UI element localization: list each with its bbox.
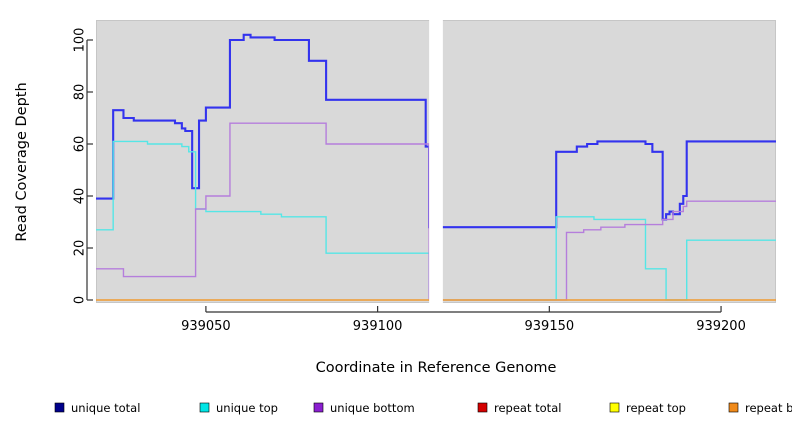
y-tick-label: 80 [73, 84, 88, 101]
legend-label-unique-bottom: unique bottom [330, 401, 415, 415]
series-group [96, 33, 776, 301]
legend-swatch-repeat-bottom [728, 402, 739, 413]
x-tick-label: 939100 [353, 319, 403, 334]
legend-swatch-repeat-total [477, 402, 488, 413]
y-axis-title: Read Coverage Depth [14, 82, 30, 241]
x-tick-label: 939150 [525, 319, 575, 334]
legend-label-repeat-top: repeat top [626, 401, 686, 415]
legend-swatch-unique-top [199, 402, 210, 413]
legend-swatch-repeat-top [609, 402, 620, 413]
y-tick-labels: 0 20 40 60 80 100 [73, 28, 88, 305]
x-tick-label: 939200 [696, 319, 746, 334]
series-line-unique-top [96, 140, 776, 301]
y-tick-label: 60 [73, 136, 88, 153]
chart-legend: unique total unique top unique bottom repea… [54, 401, 792, 415]
legend-label-repeat-total: repeat total [494, 401, 561, 415]
x-axis-title: Coordinate in Reference Genome [316, 360, 557, 376]
legend-label-unique-total: unique total [71, 401, 140, 415]
legend-label-unique-top: unique top [216, 401, 278, 415]
y-tick-label: 100 [73, 28, 88, 53]
y-tick-label: 20 [73, 240, 88, 257]
x-tick-label: 939050 [181, 319, 231, 334]
legend-swatch-unique-total [54, 402, 65, 413]
legend-label-repeat-bottom: repeat bottom [745, 401, 792, 415]
y-tick-label: 40 [73, 188, 88, 205]
legend-swatch-unique-bottom [313, 402, 324, 413]
y-tick-label: 0 [73, 296, 88, 304]
axis-group [86, 39, 722, 313]
data-gap-band [429, 18, 443, 305]
x-tick-labels: 939050 939100 939150 939200 [181, 319, 746, 334]
